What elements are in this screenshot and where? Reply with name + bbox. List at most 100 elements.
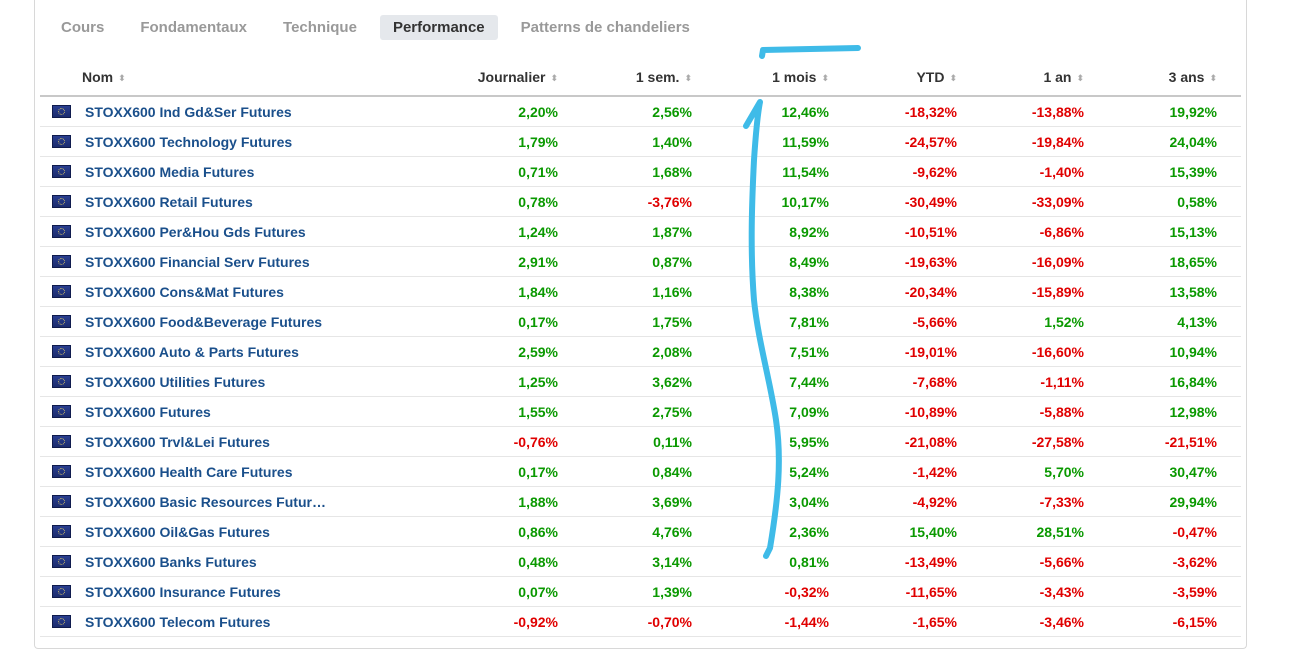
instrument-link[interactable]: STOXX600 Cons&Mat Futures — [85, 283, 284, 300]
perf-cell-3-ans: 15,13% — [1108, 216, 1241, 247]
table-row[interactable]: STOXX600 Trvl&Lei Futures -0,76% 0,11% 5,95… — [40, 426, 1241, 457]
instrument-link[interactable]: STOXX600 Ind Gd&Ser Futures — [85, 103, 292, 120]
table-row[interactable]: STOXX600 Oil&Gas Futures 0,86% 4,76% 2,36% 1… — [40, 516, 1241, 547]
instrument-link[interactable]: STOXX600 Oil&Gas Futures — [85, 523, 270, 540]
perf-cell-1-an: -6,86% — [981, 216, 1108, 247]
table-row[interactable]: STOXX600 Ind Gd&Ser Futures 2,20% 2,56% 12,… — [40, 96, 1241, 127]
perf-cell-1-sem: 0,87% — [582, 246, 716, 277]
perf-cell-1-mois: 7,81% — [716, 306, 853, 337]
perf-cell-1-mois: 7,44% — [716, 366, 853, 397]
tab-patterns-de-chandeliers[interactable]: Patterns de chandeliers — [520, 19, 690, 36]
sort-arrows-icon[interactable]: ⬍ — [1076, 72, 1084, 83]
sort-arrows-icon[interactable]: ⬍ — [550, 72, 558, 83]
perf-cell-1-sem: 2,56% — [582, 96, 716, 127]
instrument-link[interactable]: STOXX600 Retail Futures — [85, 193, 253, 210]
column-header-label: YTD — [916, 68, 945, 85]
sort-arrows-icon[interactable]: ⬍ — [949, 72, 957, 83]
tab-fondamentaux[interactable]: Fondamentaux — [140, 19, 248, 36]
eu-flag-icon — [52, 194, 71, 208]
instrument-link[interactable]: STOXX600 Utilities Futures — [85, 373, 266, 390]
instrument-link[interactable]: STOXX600 Food&Beverage Futures — [85, 313, 323, 330]
perf-cell-1-an: -19,84% — [981, 126, 1108, 157]
instrument-cell: STOXX600 Food&Beverage Futures — [40, 306, 348, 337]
instrument-link[interactable]: STOXX600 Per&Hou Gds Futures — [85, 223, 306, 240]
perf-cell-1-sem: -3,76% — [582, 186, 716, 217]
perf-cell-1-an: 5,70% — [981, 456, 1108, 487]
instrument-link[interactable]: STOXX600 Financial Serv Futures — [85, 253, 310, 270]
table-row[interactable]: STOXX600 Food&Beverage Futures 0,17% 1,75%… — [40, 306, 1241, 337]
perf-cell-journalier: 1,84% — [348, 276, 582, 307]
perf-cell-ytd: -19,63% — [853, 246, 981, 277]
instrument-cell: STOXX600 Futures — [40, 396, 348, 427]
perf-cell-ytd: -21,08% — [853, 426, 981, 457]
column-header-journalier[interactable]: Journalier ⬍ — [348, 58, 582, 97]
table-row[interactable]: STOXX600 Technology Futures 1,79% 1,40% 11,… — [40, 126, 1241, 157]
perf-cell-journalier: 2,59% — [348, 336, 582, 367]
perf-cell-1-an: -33,09% — [981, 186, 1108, 217]
instrument-link[interactable]: STOXX600 Telecom Futures — [85, 613, 271, 630]
instrument-link[interactable]: STOXX600 Technology Futures — [85, 133, 293, 150]
eu-flag-icon — [52, 374, 71, 388]
table-row[interactable]: STOXX600 Telecom Futures -0,92% -0,70% -1,4… — [40, 606, 1241, 637]
eu-flag-icon — [52, 524, 71, 538]
perf-cell-journalier: 1,24% — [348, 216, 582, 247]
table-row[interactable]: STOXX600 Media Futures 0,71% 1,68% 11,54% -9… — [40, 156, 1241, 187]
instrument-link[interactable]: STOXX600 Insurance Futures — [85, 583, 281, 600]
tab-technique[interactable]: Technique — [283, 19, 357, 36]
table-row[interactable]: STOXX600 Health Care Futures 0,17% 0,84% 5,… — [40, 456, 1241, 487]
table-row[interactable]: STOXX600 Banks Futures 0,48% 3,14% 0,81% -13… — [40, 546, 1241, 577]
perf-cell-3-ans: 15,39% — [1108, 156, 1241, 187]
perf-cell-1-mois: 5,95% — [716, 426, 853, 457]
perf-cell-1-an: -1,11% — [981, 366, 1108, 397]
perf-cell-3-ans: -3,62% — [1108, 546, 1241, 577]
tab-performance[interactable]: Performance — [379, 15, 498, 40]
table-row[interactable]: STOXX600 Futures 1,55% 2,75% 7,09% -10,89% -5… — [40, 396, 1241, 427]
column-header-ytd[interactable]: YTD ⬍ — [853, 58, 981, 97]
instrument-link[interactable]: STOXX600 Futures — [85, 403, 211, 420]
column-header-3-ans[interactable]: 3 ans ⬍ — [1108, 58, 1241, 97]
sort-arrows-icon[interactable]: ⬍ — [1209, 72, 1217, 83]
table-row[interactable]: STOXX600 Per&Hou Gds Futures 1,24% 1,87% 8,… — [40, 216, 1241, 247]
perf-cell-1-sem: 3,69% — [582, 486, 716, 517]
instrument-link[interactable]: STOXX600 Auto & Parts Futures — [85, 343, 299, 360]
instrument-link[interactable]: STOXX600 Media Futures — [85, 163, 255, 180]
column-header-nom[interactable]: Nom ⬍ — [40, 58, 348, 97]
perf-cell-journalier: 0,07% — [348, 576, 582, 607]
perf-cell-1-sem: 1,68% — [582, 156, 716, 187]
column-header-1-an[interactable]: 1 an ⬍ — [981, 58, 1108, 97]
table-row[interactable]: STOXX600 Financial Serv Futures 2,91% 0,87… — [40, 246, 1241, 277]
perf-cell-1-mois: -1,44% — [716, 606, 853, 637]
perf-cell-3-ans: 18,65% — [1108, 246, 1241, 277]
instrument-link[interactable]: STOXX600 Banks Futures — [85, 553, 257, 570]
instrument-cell: STOXX600 Financial Serv Futures — [40, 246, 348, 277]
sort-arrows-icon[interactable]: ⬍ — [684, 72, 692, 83]
column-header-1-sem[interactable]: 1 sem. ⬍ — [582, 58, 716, 97]
table-row[interactable]: STOXX600 Basic Resources Futur… 1,88% 3,69… — [40, 486, 1241, 517]
perf-cell-1-an: -7,33% — [981, 486, 1108, 517]
perf-cell-ytd: -1,65% — [853, 606, 981, 637]
table-row[interactable]: STOXX600 Utilities Futures 1,25% 3,62% 7,44… — [40, 366, 1241, 397]
table-row[interactable]: STOXX600 Cons&Mat Futures 1,84% 1,16% 8,38%… — [40, 276, 1241, 307]
perf-cell-3-ans: -21,51% — [1108, 426, 1241, 457]
sort-arrows-icon[interactable]: ⬍ — [821, 72, 829, 83]
table-row[interactable]: STOXX600 Insurance Futures 0,07% 1,39% -0,3… — [40, 576, 1241, 607]
table-row[interactable]: STOXX600 Retail Futures 0,78% -3,76% 10,17%… — [40, 186, 1241, 217]
perf-cell-1-sem: 0,11% — [582, 426, 716, 457]
instrument-link[interactable]: STOXX600 Health Care Futures — [85, 463, 293, 480]
column-header-label: 1 mois — [772, 68, 817, 85]
instrument-link[interactable]: STOXX600 Trvl&Lei Futures — [85, 433, 270, 450]
perf-cell-1-an: -3,43% — [981, 576, 1108, 607]
tab-cours[interactable]: Cours — [61, 19, 105, 36]
perf-cell-ytd: -7,68% — [853, 366, 981, 397]
column-header-1-mois[interactable]: 1 mois ⬍ — [716, 58, 853, 97]
performance-table: Nom ⬍ Journalier ⬍ 1 sem. ⬍ 1 mois ⬍ YTD ⬍ 1 an ⬍ 3 … — [40, 58, 1241, 637]
instrument-link[interactable]: STOXX600 Basic Resources Futur… — [85, 493, 326, 510]
eu-flag-icon — [52, 344, 71, 358]
perf-cell-1-mois: 0,81% — [716, 546, 853, 577]
instrument-cell: STOXX600 Insurance Futures — [40, 576, 348, 607]
perf-cell-3-ans: 13,58% — [1108, 276, 1241, 307]
table-row[interactable]: STOXX600 Auto & Parts Futures 2,59% 2,08% 7… — [40, 336, 1241, 367]
eu-flag-icon — [52, 584, 71, 598]
instrument-cell: STOXX600 Ind Gd&Ser Futures — [40, 96, 348, 127]
sort-arrows-icon[interactable]: ⬍ — [118, 72, 126, 83]
